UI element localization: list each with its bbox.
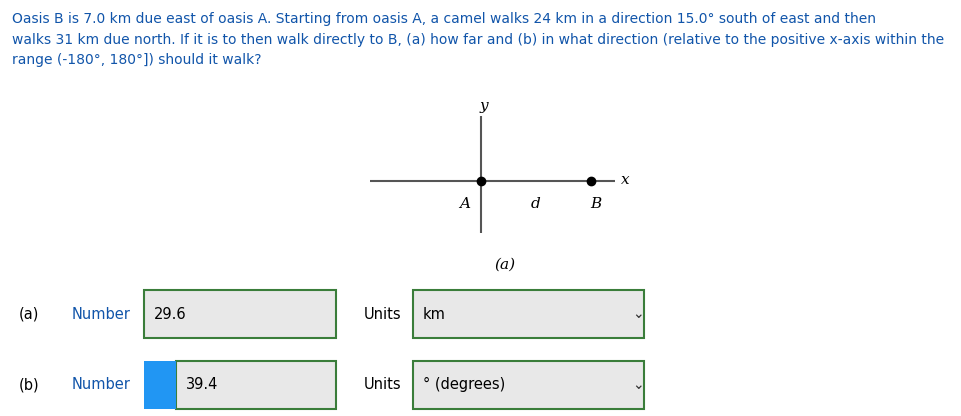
Text: (a): (a) [19,307,39,322]
FancyBboxPatch shape [144,290,336,338]
FancyBboxPatch shape [413,361,644,409]
Text: Oasis B is 7.0 km due east of oasis A. Starting from oasis A, a camel walks 24 k: Oasis B is 7.0 km due east of oasis A. S… [12,12,944,67]
Text: ⌄: ⌄ [632,307,644,321]
FancyBboxPatch shape [144,361,176,409]
Text: A: A [459,197,471,211]
Text: ° (degrees): ° (degrees) [423,377,505,392]
Text: (b): (b) [19,377,39,392]
Text: B: B [590,197,602,211]
Text: Units: Units [363,307,401,322]
Text: d: d [530,197,540,211]
Text: 29.6: 29.6 [154,307,186,322]
Text: x: x [621,173,629,187]
Text: Units: Units [363,377,401,392]
Text: km: km [423,307,446,322]
Text: i: i [158,378,162,392]
Text: ⌄: ⌄ [632,378,644,392]
Text: (a): (a) [494,258,515,272]
Text: Number: Number [72,377,131,392]
Text: Number: Number [72,307,131,322]
FancyBboxPatch shape [176,361,336,409]
FancyBboxPatch shape [413,290,644,338]
Text: y: y [480,99,487,113]
Text: 39.4: 39.4 [185,377,218,392]
